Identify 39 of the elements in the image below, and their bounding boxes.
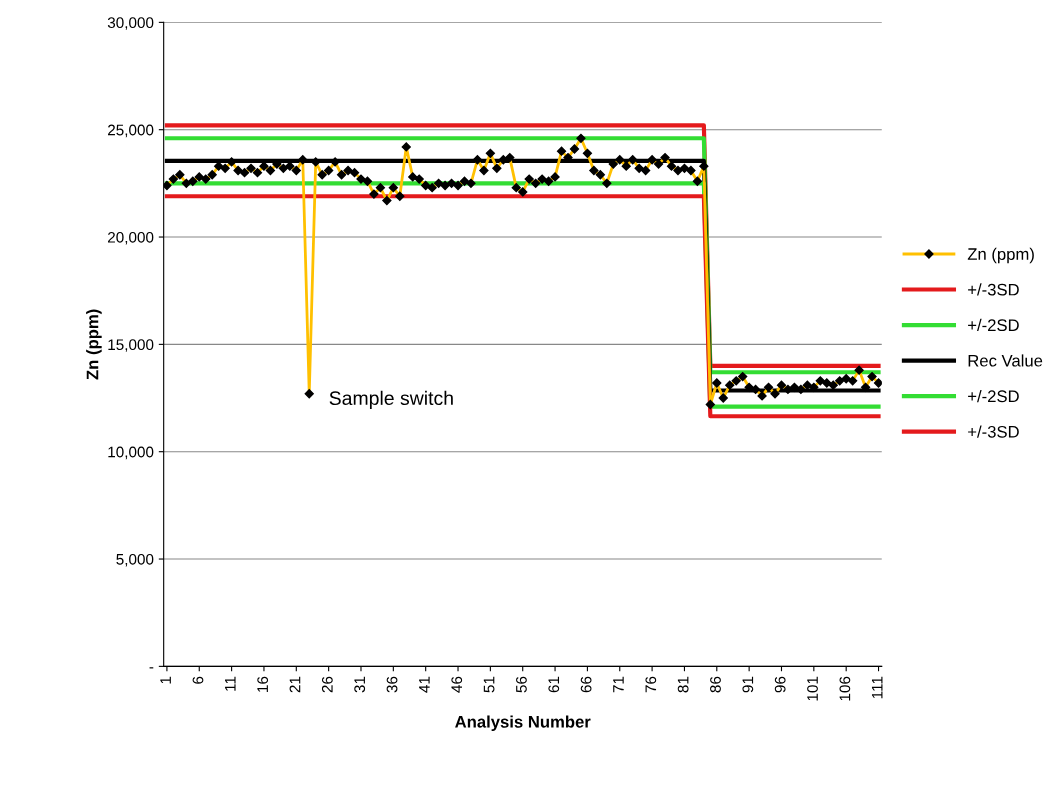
x-tick-label: 26 — [321, 676, 333, 693]
x-tick-label: 11 — [225, 676, 236, 691]
x-tick-label: 6 — [192, 676, 204, 684]
x-axis-title: Analysis Number — [455, 715, 591, 731]
legend-label: Zn (ppm) — [967, 247, 1034, 264]
y-tick-label: 30,000 — [107, 17, 154, 30]
x-tick-label: 86 — [710, 676, 721, 693]
x-tick-label: 16 — [257, 676, 269, 692]
x-tick-label: 21 — [289, 676, 301, 693]
x-tick-label: 51 — [483, 676, 495, 693]
x-tick-label: 96 — [774, 676, 786, 693]
y-tick-label: 15,000 — [108, 339, 154, 352]
x-tick-label: 31 — [354, 676, 366, 693]
x-tick-label: 56 — [516, 676, 527, 693]
x-tick-label: 111 — [871, 676, 883, 699]
y-tick-label: - — [149, 667, 154, 669]
legend-label: +/-2SD — [968, 318, 1019, 332]
x-tick-label: 91 — [742, 676, 754, 693]
y-tick-label: 5,000 — [116, 553, 154, 567]
y-tick-label: 10,000 — [108, 446, 154, 460]
legend-label: +/-2SD — [968, 389, 1019, 403]
x-tick-label: 81 — [677, 676, 689, 693]
legend-label: +/-3SD — [968, 425, 1019, 438]
y-axis-title: Zn (ppm) — [86, 309, 102, 380]
x-tick-label: 66 — [580, 676, 592, 693]
x-tick-label: 61 — [548, 676, 560, 693]
x-tick-label: 36 — [386, 676, 398, 693]
legend-label: +/-3SD — [968, 283, 1019, 296]
x-tick-label: 1 — [160, 676, 171, 684]
x-tick-label: 101 — [807, 676, 818, 701]
x-tick-label: 46 — [451, 676, 463, 693]
x-tick-label: 106 — [839, 676, 851, 701]
x-tick-label: 41 — [419, 676, 430, 693]
y-tick-label: 20,000 — [108, 231, 154, 245]
y-tick-label: 25,000 — [108, 124, 154, 138]
legend-label: Rec Value — [968, 354, 1043, 367]
annotation: Sample switch — [329, 390, 453, 409]
x-tick-label: 76 — [645, 676, 657, 693]
x-tick-label: 71 — [613, 676, 624, 693]
